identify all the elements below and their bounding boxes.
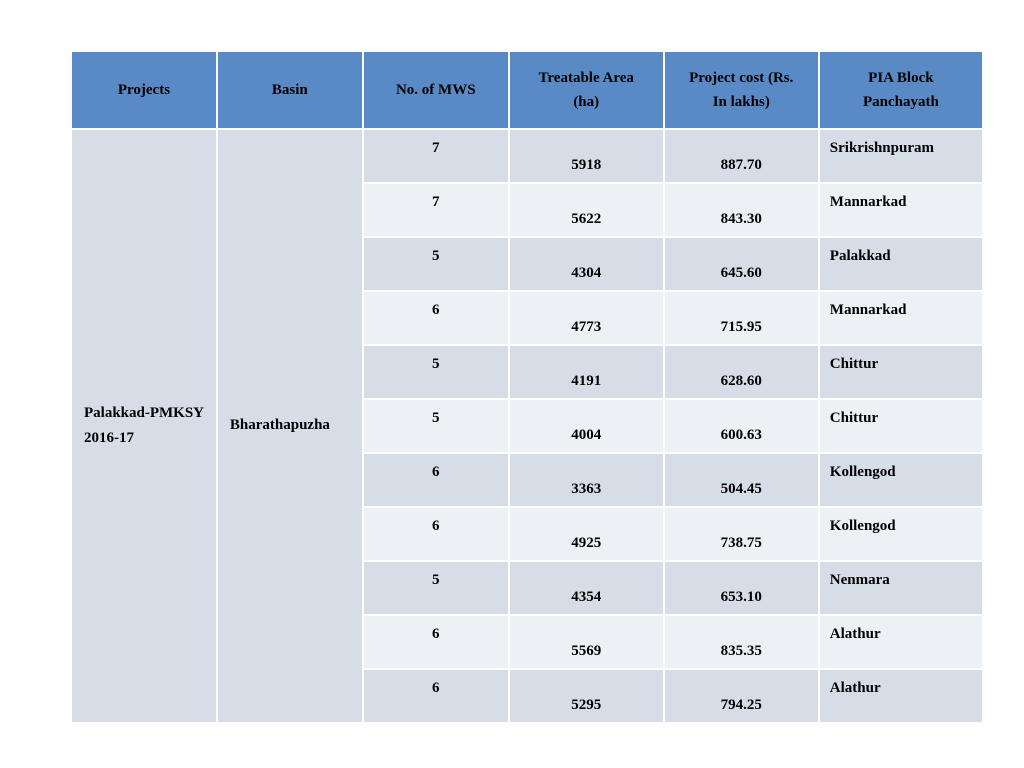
cell-pia: Srikrishnpuram — [819, 129, 983, 183]
cell-mws: 5 — [363, 345, 509, 399]
cell-area: 4304 — [509, 237, 664, 291]
col-header-cost: Project cost (Rs.In lakhs) — [664, 51, 819, 129]
cell-pia: Chittur — [819, 345, 983, 399]
cell-area: 5569 — [509, 615, 664, 669]
table-body: Palakkad-PMKSY2016-17 Bharathapuzha 7 59… — [71, 129, 983, 723]
col-header-projects: Projects — [71, 51, 217, 129]
cell-pia: Mannarkad — [819, 183, 983, 237]
cell-cost: 843.30 — [664, 183, 819, 237]
cell-pia: Mannarkad — [819, 291, 983, 345]
cell-cost: 628.60 — [664, 345, 819, 399]
cell-area: 5295 — [509, 669, 664, 723]
col-header-pia: PIA BlockPanchayath — [819, 51, 983, 129]
cell-mws: 6 — [363, 669, 509, 723]
cell-pia: Kollengod — [819, 507, 983, 561]
cell-area: 5622 — [509, 183, 664, 237]
cell-pia: Nenmara — [819, 561, 983, 615]
cell-cost: 715.95 — [664, 291, 819, 345]
cell-mws: 5 — [363, 561, 509, 615]
cell-cost: 794.25 — [664, 669, 819, 723]
cell-pia: Chittur — [819, 399, 983, 453]
cell-area: 4925 — [509, 507, 664, 561]
cell-area: 4354 — [509, 561, 664, 615]
cell-pia: Alathur — [819, 669, 983, 723]
cell-cost: 645.60 — [664, 237, 819, 291]
cell-area: 4191 — [509, 345, 664, 399]
table-row: Palakkad-PMKSY2016-17 Bharathapuzha 7 59… — [71, 129, 983, 183]
col-header-area: Treatable Area(ha) — [509, 51, 664, 129]
cell-cost: 504.45 — [664, 453, 819, 507]
cell-area: 3363 — [509, 453, 664, 507]
cell-basin: Bharathapuzha — [217, 129, 363, 723]
cell-mws: 5 — [363, 399, 509, 453]
cell-cost: 738.75 — [664, 507, 819, 561]
cell-mws: 6 — [363, 507, 509, 561]
cell-pia: Alathur — [819, 615, 983, 669]
cell-mws: 7 — [363, 129, 509, 183]
cell-mws: 6 — [363, 291, 509, 345]
cell-pia: Palakkad — [819, 237, 983, 291]
cell-pia: Kollengod — [819, 453, 983, 507]
cell-mws: 6 — [363, 453, 509, 507]
cell-cost: 600.63 — [664, 399, 819, 453]
projects-table: Projects Basin No. of MWS Treatable Area… — [70, 50, 984, 724]
cell-mws: 6 — [363, 615, 509, 669]
table-header-row: Projects Basin No. of MWS Treatable Area… — [71, 51, 983, 129]
cell-mws: 5 — [363, 237, 509, 291]
cell-cost: 653.10 — [664, 561, 819, 615]
cell-cost: 887.70 — [664, 129, 819, 183]
cell-area: 4773 — [509, 291, 664, 345]
col-header-mws: No. of MWS — [363, 51, 509, 129]
cell-project: Palakkad-PMKSY2016-17 — [71, 129, 217, 723]
col-header-basin: Basin — [217, 51, 363, 129]
cell-cost: 835.35 — [664, 615, 819, 669]
cell-mws: 7 — [363, 183, 509, 237]
cell-area: 4004 — [509, 399, 664, 453]
cell-area: 5918 — [509, 129, 664, 183]
